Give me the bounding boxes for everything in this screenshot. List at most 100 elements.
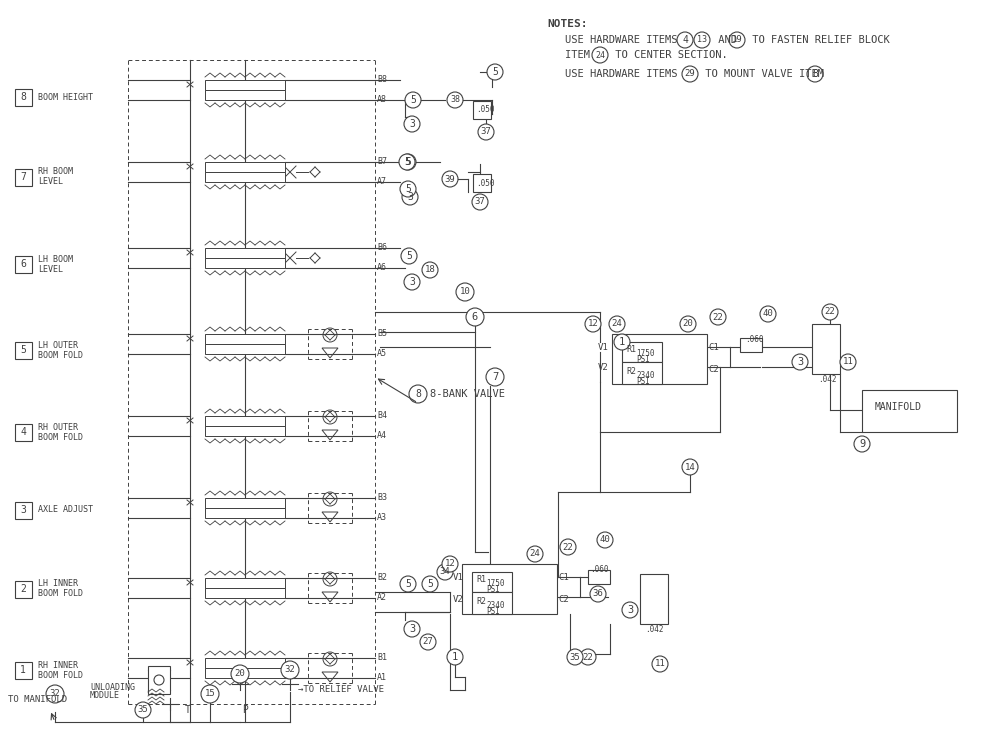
Bar — [205, 416, 285, 426]
Text: 24: 24 — [595, 51, 605, 59]
Bar — [205, 162, 285, 172]
Circle shape — [677, 32, 693, 48]
Text: RH OUTER: RH OUTER — [38, 422, 78, 431]
Text: 4: 4 — [20, 427, 26, 437]
Text: A1: A1 — [377, 673, 387, 682]
Circle shape — [404, 274, 420, 290]
Bar — [473, 174, 491, 192]
Text: 18: 18 — [425, 266, 435, 274]
Text: R2: R2 — [476, 597, 486, 605]
Text: 1: 1 — [619, 337, 625, 347]
Text: 38: 38 — [450, 95, 460, 105]
Text: RH INNER: RH INNER — [38, 660, 78, 670]
Circle shape — [447, 92, 463, 108]
Circle shape — [597, 532, 613, 548]
Text: B7: B7 — [377, 157, 387, 166]
Text: C1: C1 — [558, 572, 569, 581]
Text: 11: 11 — [843, 357, 853, 367]
Circle shape — [590, 586, 606, 602]
Text: 12: 12 — [588, 319, 598, 329]
Circle shape — [472, 194, 488, 210]
Text: 22: 22 — [563, 542, 573, 551]
Text: 5: 5 — [427, 579, 433, 589]
Text: 5: 5 — [405, 184, 411, 194]
Bar — [588, 570, 610, 584]
Text: USE HARDWARE ITEMS: USE HARDWARE ITEMS — [565, 35, 678, 45]
Text: 9: 9 — [859, 439, 865, 449]
Circle shape — [422, 262, 438, 278]
Circle shape — [560, 539, 576, 555]
Text: A5: A5 — [377, 349, 387, 359]
Bar — [205, 90, 285, 100]
Text: 22: 22 — [583, 652, 593, 662]
Circle shape — [447, 649, 463, 665]
Bar — [15, 424, 32, 441]
Text: .060: .060 — [590, 564, 608, 573]
Bar — [15, 581, 32, 598]
Text: BOOM FOLD: BOOM FOLD — [38, 433, 83, 441]
Text: 5: 5 — [492, 67, 498, 77]
Text: 8: 8 — [20, 92, 26, 102]
Text: 5: 5 — [405, 157, 411, 167]
Text: 40: 40 — [763, 310, 773, 318]
Text: BOOM FOLD: BOOM FOLD — [38, 671, 83, 679]
Bar — [205, 588, 285, 598]
Text: B4: B4 — [377, 411, 387, 420]
Circle shape — [401, 248, 417, 264]
Text: .050: .050 — [476, 179, 494, 187]
Text: 32: 32 — [50, 690, 60, 698]
Text: 2340: 2340 — [636, 372, 654, 381]
Text: 39: 39 — [445, 174, 455, 184]
Text: 6: 6 — [472, 312, 478, 322]
Text: 24: 24 — [530, 550, 540, 559]
Text: ITEM: ITEM — [565, 50, 596, 60]
Text: V2: V2 — [453, 594, 464, 603]
Bar — [205, 426, 285, 436]
Text: MODULE: MODULE — [90, 692, 120, 701]
Text: 5: 5 — [404, 157, 410, 167]
Text: 5: 5 — [406, 251, 412, 261]
Circle shape — [682, 66, 698, 82]
Circle shape — [487, 64, 503, 80]
Circle shape — [486, 368, 504, 386]
Circle shape — [400, 576, 416, 592]
Text: →TO RELIEF VALVE: →TO RELIEF VALVE — [298, 685, 384, 695]
Text: V1: V1 — [598, 343, 609, 351]
Text: AND: AND — [712, 35, 743, 45]
Text: 24: 24 — [612, 319, 622, 329]
Text: A4: A4 — [377, 431, 387, 441]
Text: TO CENTER SECTION.: TO CENTER SECTION. — [609, 50, 728, 60]
Text: 3: 3 — [409, 119, 415, 129]
Text: 37: 37 — [481, 127, 491, 136]
Text: 36: 36 — [593, 589, 603, 599]
Text: 32: 32 — [285, 665, 295, 674]
Text: 1: 1 — [20, 665, 26, 675]
Circle shape — [405, 92, 421, 108]
Circle shape — [680, 316, 696, 332]
Bar — [205, 668, 285, 678]
Bar — [205, 498, 285, 508]
Circle shape — [792, 354, 808, 370]
Bar — [740, 338, 762, 352]
Text: 2340: 2340 — [486, 602, 505, 610]
Text: 7: 7 — [492, 372, 498, 382]
Text: 8: 8 — [812, 69, 818, 79]
Circle shape — [822, 304, 838, 320]
Bar — [473, 101, 491, 119]
Circle shape — [609, 316, 625, 332]
Text: 15: 15 — [205, 690, 215, 698]
Bar — [472, 572, 512, 592]
Text: B2: B2 — [377, 573, 387, 583]
Bar — [15, 169, 32, 186]
Text: 20: 20 — [235, 670, 245, 679]
Text: PSI: PSI — [636, 356, 650, 365]
Circle shape — [567, 649, 583, 665]
Text: A6: A6 — [377, 264, 387, 272]
Text: C1: C1 — [708, 343, 719, 351]
Circle shape — [840, 354, 856, 370]
Text: 35: 35 — [570, 652, 580, 662]
Text: A2: A2 — [377, 594, 387, 602]
Bar — [15, 89, 32, 106]
Text: 10: 10 — [460, 288, 470, 296]
Circle shape — [694, 32, 710, 48]
